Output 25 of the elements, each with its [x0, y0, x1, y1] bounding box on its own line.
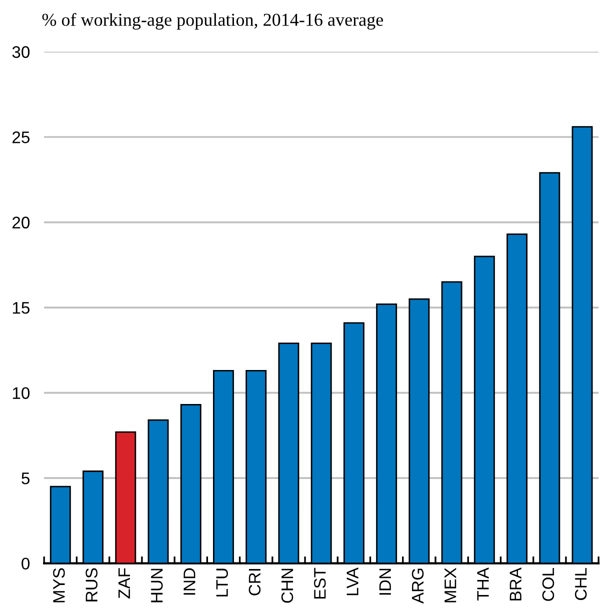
- x-tick-label: BRA: [510, 568, 522, 600]
- y-tick-label: 10: [12, 387, 30, 400]
- x-tick-label: RUS: [86, 568, 98, 602]
- y-tick-label: 20: [12, 216, 30, 228]
- x-tick-label: CRI: [248, 569, 261, 596]
- x-tick-label: IND: [184, 568, 196, 595]
- x-tick-label: LVA: [346, 568, 358, 596]
- x-tick-label: EST: [314, 568, 326, 599]
- y-tick-label: 25: [12, 131, 30, 144]
- x-tick-label: LTU: [216, 568, 228, 596]
- x-tick-label: CHN: [281, 568, 294, 603]
- x-tick-label: IDN: [379, 568, 391, 595]
- x-tick-label: ZAF: [118, 568, 130, 598]
- x-tick-label: MYS: [53, 568, 65, 602]
- y-tick-label: 15: [12, 302, 30, 314]
- x-tick-label: THA: [477, 568, 489, 600]
- x-tick-label: MEX: [444, 568, 456, 602]
- y-tick-label: 30: [12, 46, 30, 58]
- x-tick-label: CHL: [574, 568, 587, 600]
- x-tick-label: HUN: [151, 568, 163, 602]
- y-tick-label: 0: [22, 558, 30, 570]
- y-tick-label: 5: [22, 472, 30, 484]
- x-tick-label: COL: [542, 568, 554, 601]
- x-tick-label: ARG: [412, 568, 424, 604]
- chart-title: % of working-age population, 2014-16 average: [42, 13, 383, 30]
